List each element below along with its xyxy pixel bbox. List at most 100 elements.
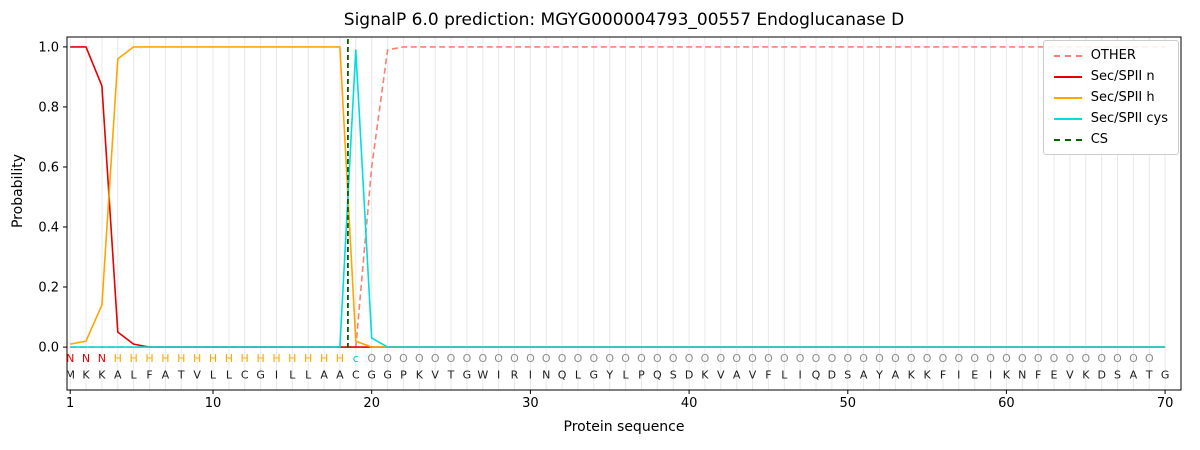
region-label: O — [796, 352, 805, 365]
region-label: O — [1081, 352, 1090, 365]
region-label: O — [748, 352, 757, 365]
region-label: O — [716, 352, 725, 365]
residue-letter: E — [971, 369, 978, 382]
legend-entry: Sec/SPII n — [1053, 69, 1168, 84]
residue-letter: W — [477, 369, 488, 382]
residue-letter: L — [131, 369, 138, 382]
region-label: H — [256, 352, 264, 365]
region-label: O — [669, 352, 678, 365]
series-sec-spii-h — [70, 46, 1166, 348]
region-label: O — [431, 352, 440, 365]
residue-letter: S — [844, 369, 851, 382]
residue-letter: A — [320, 369, 328, 382]
x-tick-label: 1 — [66, 396, 74, 411]
series-other — [70, 46, 1166, 348]
region-label: O — [605, 352, 614, 365]
residue-letter: D — [1097, 369, 1105, 382]
x-tick-label: 60 — [998, 396, 1015, 411]
residue-letter: T — [447, 369, 455, 382]
residue-letter: I — [798, 369, 801, 382]
legend-label: CS — [1090, 132, 1109, 147]
residue-letter: N — [542, 369, 550, 382]
residue-letter: K — [1082, 369, 1090, 382]
region-label: O — [1113, 352, 1122, 365]
x-tick-label: 20 — [363, 396, 380, 411]
residue-letter: G — [367, 369, 376, 382]
residue-letter: G — [383, 369, 392, 382]
legend-entry: Sec/SPII h — [1053, 91, 1168, 104]
region-label: O — [463, 352, 472, 365]
residue-letter: S — [670, 369, 677, 382]
residue-letter: L — [623, 369, 630, 382]
region-label: O — [891, 352, 900, 365]
y-tick-label: 0.0 — [38, 341, 59, 356]
residue-letter: F — [940, 369, 946, 382]
residue-letter: G — [256, 369, 265, 382]
residue-letter: L — [305, 369, 312, 382]
region-label: O — [843, 352, 852, 365]
region-label: O — [1129, 352, 1138, 365]
residue-letter: V — [193, 369, 201, 382]
residue-letter: P — [400, 369, 407, 382]
residue-letter: D — [685, 369, 693, 382]
residue-letter: I — [989, 369, 992, 382]
region-label: O — [447, 352, 456, 365]
region-label: O — [685, 352, 694, 365]
region-label: O — [780, 352, 789, 365]
y-tick-label: 0.2 — [38, 281, 59, 296]
x-tick-label: 70 — [1157, 396, 1174, 411]
region-label: O — [828, 352, 837, 365]
legend-line-swatch — [1053, 138, 1082, 141]
legend-label: Sec/SPII n — [1090, 69, 1155, 84]
region-label: O — [399, 352, 408, 365]
residue-letter: L — [289, 369, 296, 382]
region-label: O — [1066, 352, 1075, 365]
y-tick-label: 0.6 — [38, 161, 59, 176]
residue-letter: F — [146, 369, 152, 382]
residue-letter: G — [590, 369, 599, 382]
region-label: O — [923, 352, 932, 365]
y-tick-label: 0.4 — [38, 221, 59, 236]
legend-entry: OTHER — [1053, 48, 1168, 63]
residue-letter: A — [733, 369, 741, 382]
residue-letter: E — [1051, 369, 1058, 382]
region-label: O — [367, 352, 376, 365]
x-tick-label: 10 — [205, 396, 222, 411]
residue-letter: I — [275, 369, 278, 382]
residue-letter: S — [1114, 369, 1121, 382]
residue-letter: G — [1161, 369, 1170, 382]
region-label: H — [336, 352, 344, 365]
region-label: O — [621, 352, 630, 365]
region-label: H — [320, 352, 328, 365]
residue-letter: K — [416, 369, 424, 382]
x-tick-label: 30 — [522, 396, 539, 411]
residue-letter: I — [529, 369, 532, 382]
residue-letter: K — [98, 369, 106, 382]
region-label: O — [589, 352, 598, 365]
residue-letter: G — [463, 369, 472, 382]
region-label: O — [1034, 352, 1043, 365]
region-label: O — [986, 352, 995, 365]
residue-letter: A — [892, 369, 900, 382]
region-label: N — [66, 352, 74, 365]
region-label: O — [812, 352, 821, 365]
region-label: H — [114, 352, 122, 365]
region-label: H — [161, 352, 169, 365]
legend-entry: CS — [1053, 132, 1168, 147]
residue-letter: A — [114, 369, 122, 382]
residue-letter: M — [65, 369, 75, 382]
region-label: O — [415, 352, 424, 365]
legend-entry: Sec/SPII cys — [1053, 112, 1168, 125]
residue-letter: C — [241, 369, 249, 382]
chart-title: SignalP 6.0 prediction: MGYG000004793_00… — [343, 10, 905, 30]
region-label: O — [907, 352, 916, 365]
legend-label: OTHER — [1090, 48, 1136, 63]
y-axis-label: Probability — [10, 154, 26, 229]
x-axis-label: Protein sequence — [563, 419, 685, 435]
residue-letter: A — [336, 369, 344, 382]
region-label: O — [558, 352, 567, 365]
residue-letter: K — [1003, 369, 1011, 382]
region-label: O — [1050, 352, 1059, 365]
residue-letter: K — [701, 369, 709, 382]
